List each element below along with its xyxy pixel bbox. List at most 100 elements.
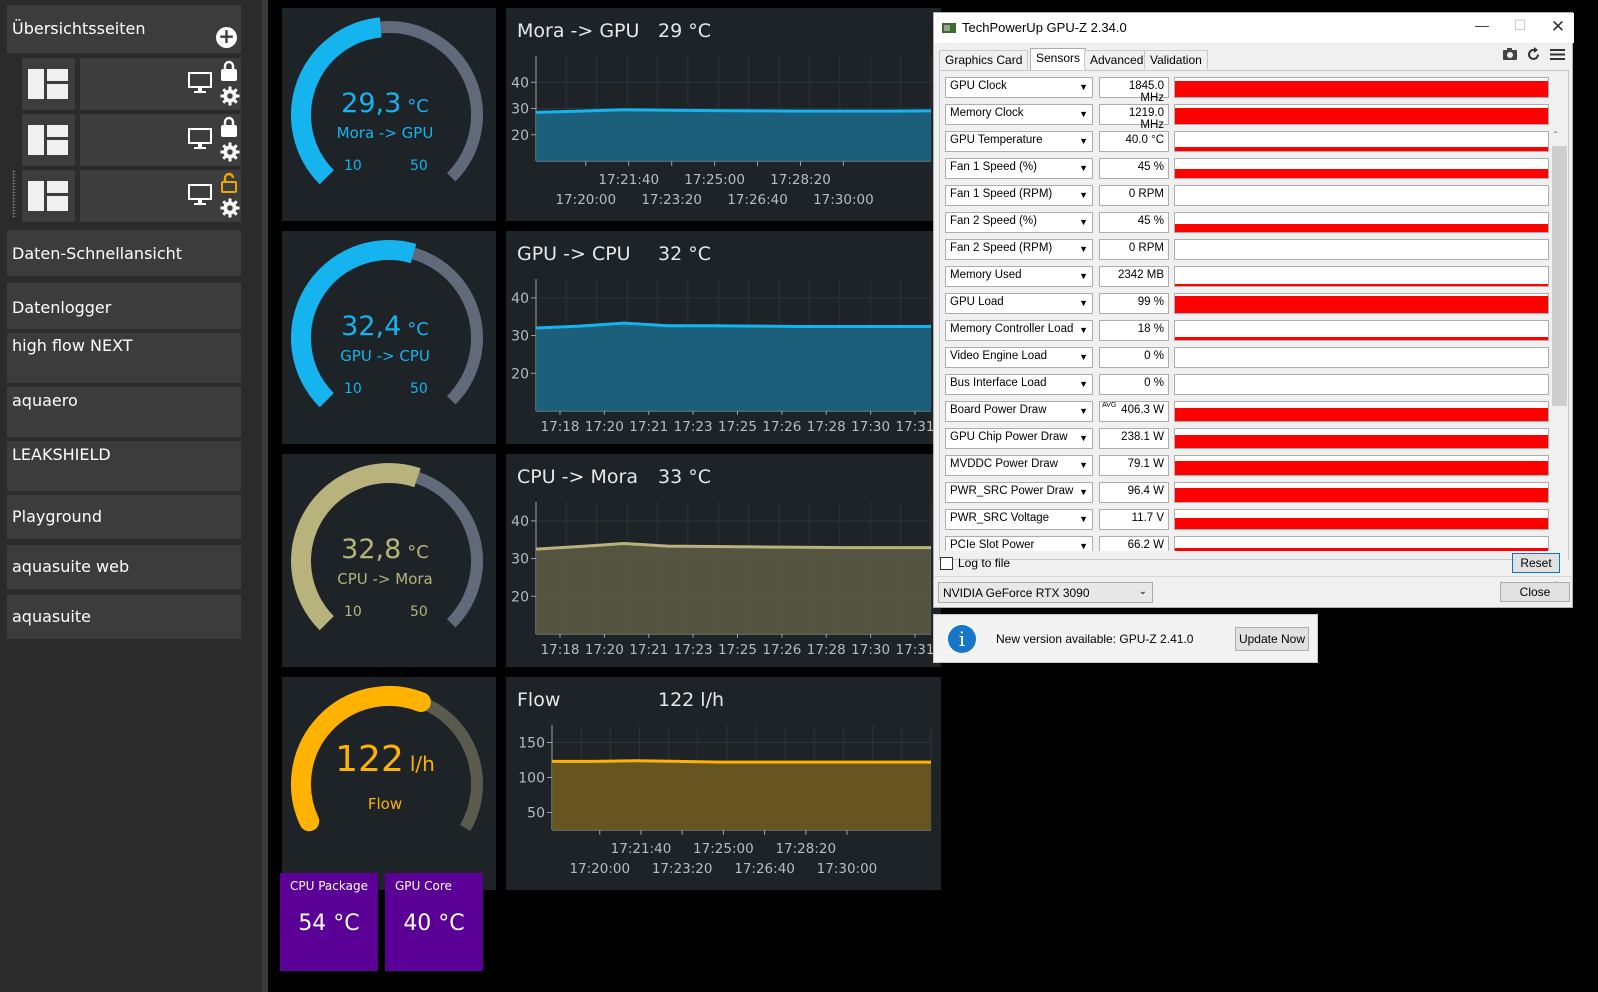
gauge-tile[interactable]: 122 l/h Flow	[282, 677, 496, 890]
sensor-name-dropdown[interactable]: Memory Controller Load ▼	[945, 320, 1093, 341]
overview-layout-icon[interactable]	[22, 170, 75, 222]
sidebar-item-daten-schnellansicht[interactable]: Daten-Schnellansicht	[7, 230, 241, 276]
sensor-graph-fill	[1175, 283, 1548, 286]
overview-page-body[interactable]	[80, 114, 241, 166]
y-tick-label: 40	[511, 75, 529, 91]
sensor-row: Memory Controller Load ▼ 18 %	[945, 318, 1551, 342]
gear-icon[interactable]	[220, 198, 240, 218]
sensor-name: Video Engine Load	[950, 350, 1047, 362]
overview-page-body[interactable]	[80, 170, 241, 222]
overview-page-row[interactable]	[22, 170, 241, 222]
camera-icon[interactable]	[1502, 47, 1518, 61]
sidebar-item-aquasuite-web[interactable]: aquasuite web	[7, 545, 241, 589]
overview-page-row[interactable]	[22, 114, 241, 166]
sensor-name-dropdown[interactable]: Fan 2 Speed (%) ▼	[945, 212, 1093, 233]
overview-layout-icon[interactable]	[22, 114, 75, 166]
sensor-name-dropdown[interactable]: Fan 1 Speed (RPM) ▼	[945, 185, 1093, 206]
lock-icon[interactable]	[220, 116, 238, 138]
overview-page-row[interactable]	[22, 58, 241, 110]
sensor-graph	[1174, 77, 1549, 98]
sensor-name: GPU Temperature	[950, 134, 1043, 146]
sidebar-item-high-flow-next[interactable]: high flow NEXT	[7, 333, 241, 383]
sensor-name-dropdown[interactable]: GPU Temperature ▼	[945, 131, 1093, 152]
sensor-name: Fan 1 Speed (RPM)	[950, 188, 1053, 200]
sensor-name-dropdown[interactable]: Memory Clock ▼	[945, 104, 1093, 125]
gauge-tile[interactable]: 32,4 °C GPU -> CPU 10 50	[282, 231, 496, 444]
reset-button[interactable]: Reset	[1512, 553, 1560, 573]
chart-tile[interactable]: Mora -> GPU 29 °C 40 30 20 17:20:00 17:23:20 17…	[506, 8, 941, 221]
sensor-name-dropdown[interactable]: GPU Chip Power Draw ▼	[945, 428, 1093, 449]
sensor-name-dropdown[interactable]: PCIe Slot Power ▼	[945, 536, 1093, 551]
sidebar-item-leakshield[interactable]: LEAKSHIELD	[7, 441, 241, 491]
sensor-name-dropdown[interactable]: Bus Interface Load ▼	[945, 374, 1093, 395]
drag-handle-icon[interactable]	[12, 170, 16, 218]
add-overview-icon[interactable]: +	[216, 26, 237, 48]
gauge-value-number: 29,3	[341, 88, 402, 119]
gauge-max: 50	[410, 381, 428, 397]
gpuz-titlebar[interactable]: TechPowerUp GPU-Z 2.34.0 — ☐ ✕	[934, 13, 1574, 43]
sidebar-item-aquasuite[interactable]: aquasuite	[7, 595, 241, 639]
sensor-name-dropdown[interactable]: Memory Used ▼	[945, 266, 1093, 287]
chart-tile[interactable]: CPU -> Mora 33 °C 40 30 20 17:18 17:20 17:21 17:…	[506, 454, 941, 667]
sensor-name-dropdown[interactable]: MVDDC Power Draw ▼	[945, 455, 1093, 476]
sensor-name-dropdown[interactable]: Board Power Draw ▼	[945, 401, 1093, 422]
close-icon[interactable]: ✕	[1550, 17, 1566, 36]
log-to-file-checkbox[interactable]	[940, 557, 953, 570]
sensor-name-dropdown[interactable]: Video Engine Load ▼	[945, 347, 1093, 368]
sidebar-item-datenlogger[interactable]: Datenlogger	[7, 283, 241, 329]
unlock-icon[interactable]	[220, 172, 238, 194]
x-tick-label: 17:20:00	[569, 861, 630, 877]
monitor-icon[interactable]	[188, 72, 212, 94]
lock-icon[interactable]	[220, 60, 238, 82]
gpu-select[interactable]: NVIDIA GeForce RTX 3090 ⌄	[938, 582, 1153, 603]
gauge-tile[interactable]: 32,8 °C CPU -> Mora 10 50	[282, 454, 496, 667]
tab-graphics-card[interactable]: Graphics Card	[939, 50, 1029, 69]
gear-icon[interactable]	[220, 142, 240, 162]
sensor-value: 2342 MB	[1099, 266, 1169, 287]
sidebar-splitter[interactable]	[262, 0, 268, 992]
gauge-max: 50	[410, 158, 428, 174]
close-button[interactable]: Close	[1500, 582, 1570, 602]
gpu-core-tile[interactable]: GPU Core 40 °C	[385, 873, 483, 971]
sidebar-item-playground[interactable]: Playground	[7, 495, 241, 539]
sensor-graph	[1174, 455, 1549, 476]
chart-plot: 40 30 20 17:18 17:20 17:21 17:23 17:25 17:26 17:2…	[511, 502, 934, 658]
sidebar-item-aquaero[interactable]: aquaero	[7, 387, 241, 437]
scroll-up-icon[interactable]: ˆ	[1554, 131, 1558, 142]
sensor-name-dropdown[interactable]: Fan 2 Speed (RPM) ▼	[945, 239, 1093, 260]
sensor-name-dropdown[interactable]: PWR_SRC Power Draw ▼	[945, 482, 1093, 503]
sensor-name-dropdown[interactable]: PWR_SRC Voltage ▼	[945, 509, 1093, 530]
y-tick-label: 50	[527, 806, 545, 822]
refresh-icon[interactable]	[1526, 47, 1541, 62]
sensor-value: 0 RPM	[1099, 239, 1169, 260]
overview-pages-header[interactable]: Übersichtsseiten	[7, 5, 241, 53]
monitor-icon[interactable]	[188, 184, 212, 206]
monitor-icon[interactable]	[188, 128, 212, 150]
sensor-name-dropdown[interactable]: GPU Load ▼	[945, 293, 1093, 314]
overview-page-body[interactable]	[80, 58, 241, 110]
x-tick-label: 17:28:20	[770, 172, 831, 188]
tab-validation[interactable]: Validation	[1144, 50, 1208, 69]
sensors-panel: GPU Clock ▼ 1845.0 MHz Memory Clock ▼ 1219.0 …	[939, 70, 1569, 599]
tab-label: Advanced	[1090, 53, 1144, 67]
sensor-row: GPU Load ▼ 99 %	[945, 291, 1551, 315]
sensor-value-text: 40.0 °C	[1125, 134, 1164, 146]
chart-tile[interactable]: Flow 122 l/h 150 100 50 17:20:00 17:23:20 17:26…	[506, 677, 941, 890]
tab-sensors[interactable]: Sensors	[1030, 48, 1087, 70]
update-now-button[interactable]: Update Now	[1235, 627, 1309, 651]
menu-icon[interactable]	[1550, 48, 1565, 61]
scrollbar-thumb[interactable]	[1552, 146, 1567, 406]
sensor-name-dropdown[interactable]: Fan 1 Speed (%) ▼	[945, 158, 1093, 179]
gear-icon[interactable]	[220, 86, 240, 106]
tab-advanced[interactable]: Advanced	[1084, 50, 1150, 69]
sensor-value-text: 1219.0 MHz	[1128, 107, 1164, 131]
y-tick-label: 40	[511, 291, 529, 307]
cpu-package-tile[interactable]: CPU Package 54 °C	[280, 873, 378, 971]
maximize-icon[interactable]: ☐	[1513, 17, 1527, 33]
gauge-tile[interactable]: 29,3 °C Mora -> GPU 10 50	[282, 8, 496, 221]
chart-tile[interactable]: GPU -> CPU 32 °C 40 30 20 17:18 17:20 17:21 17:2…	[506, 231, 941, 444]
sensor-name-dropdown[interactable]: GPU Clock ▼	[945, 77, 1093, 98]
sensor-value: 0 %	[1099, 347, 1169, 368]
overview-layout-icon[interactable]	[22, 58, 75, 110]
minimize-icon[interactable]: —	[1475, 17, 1489, 33]
